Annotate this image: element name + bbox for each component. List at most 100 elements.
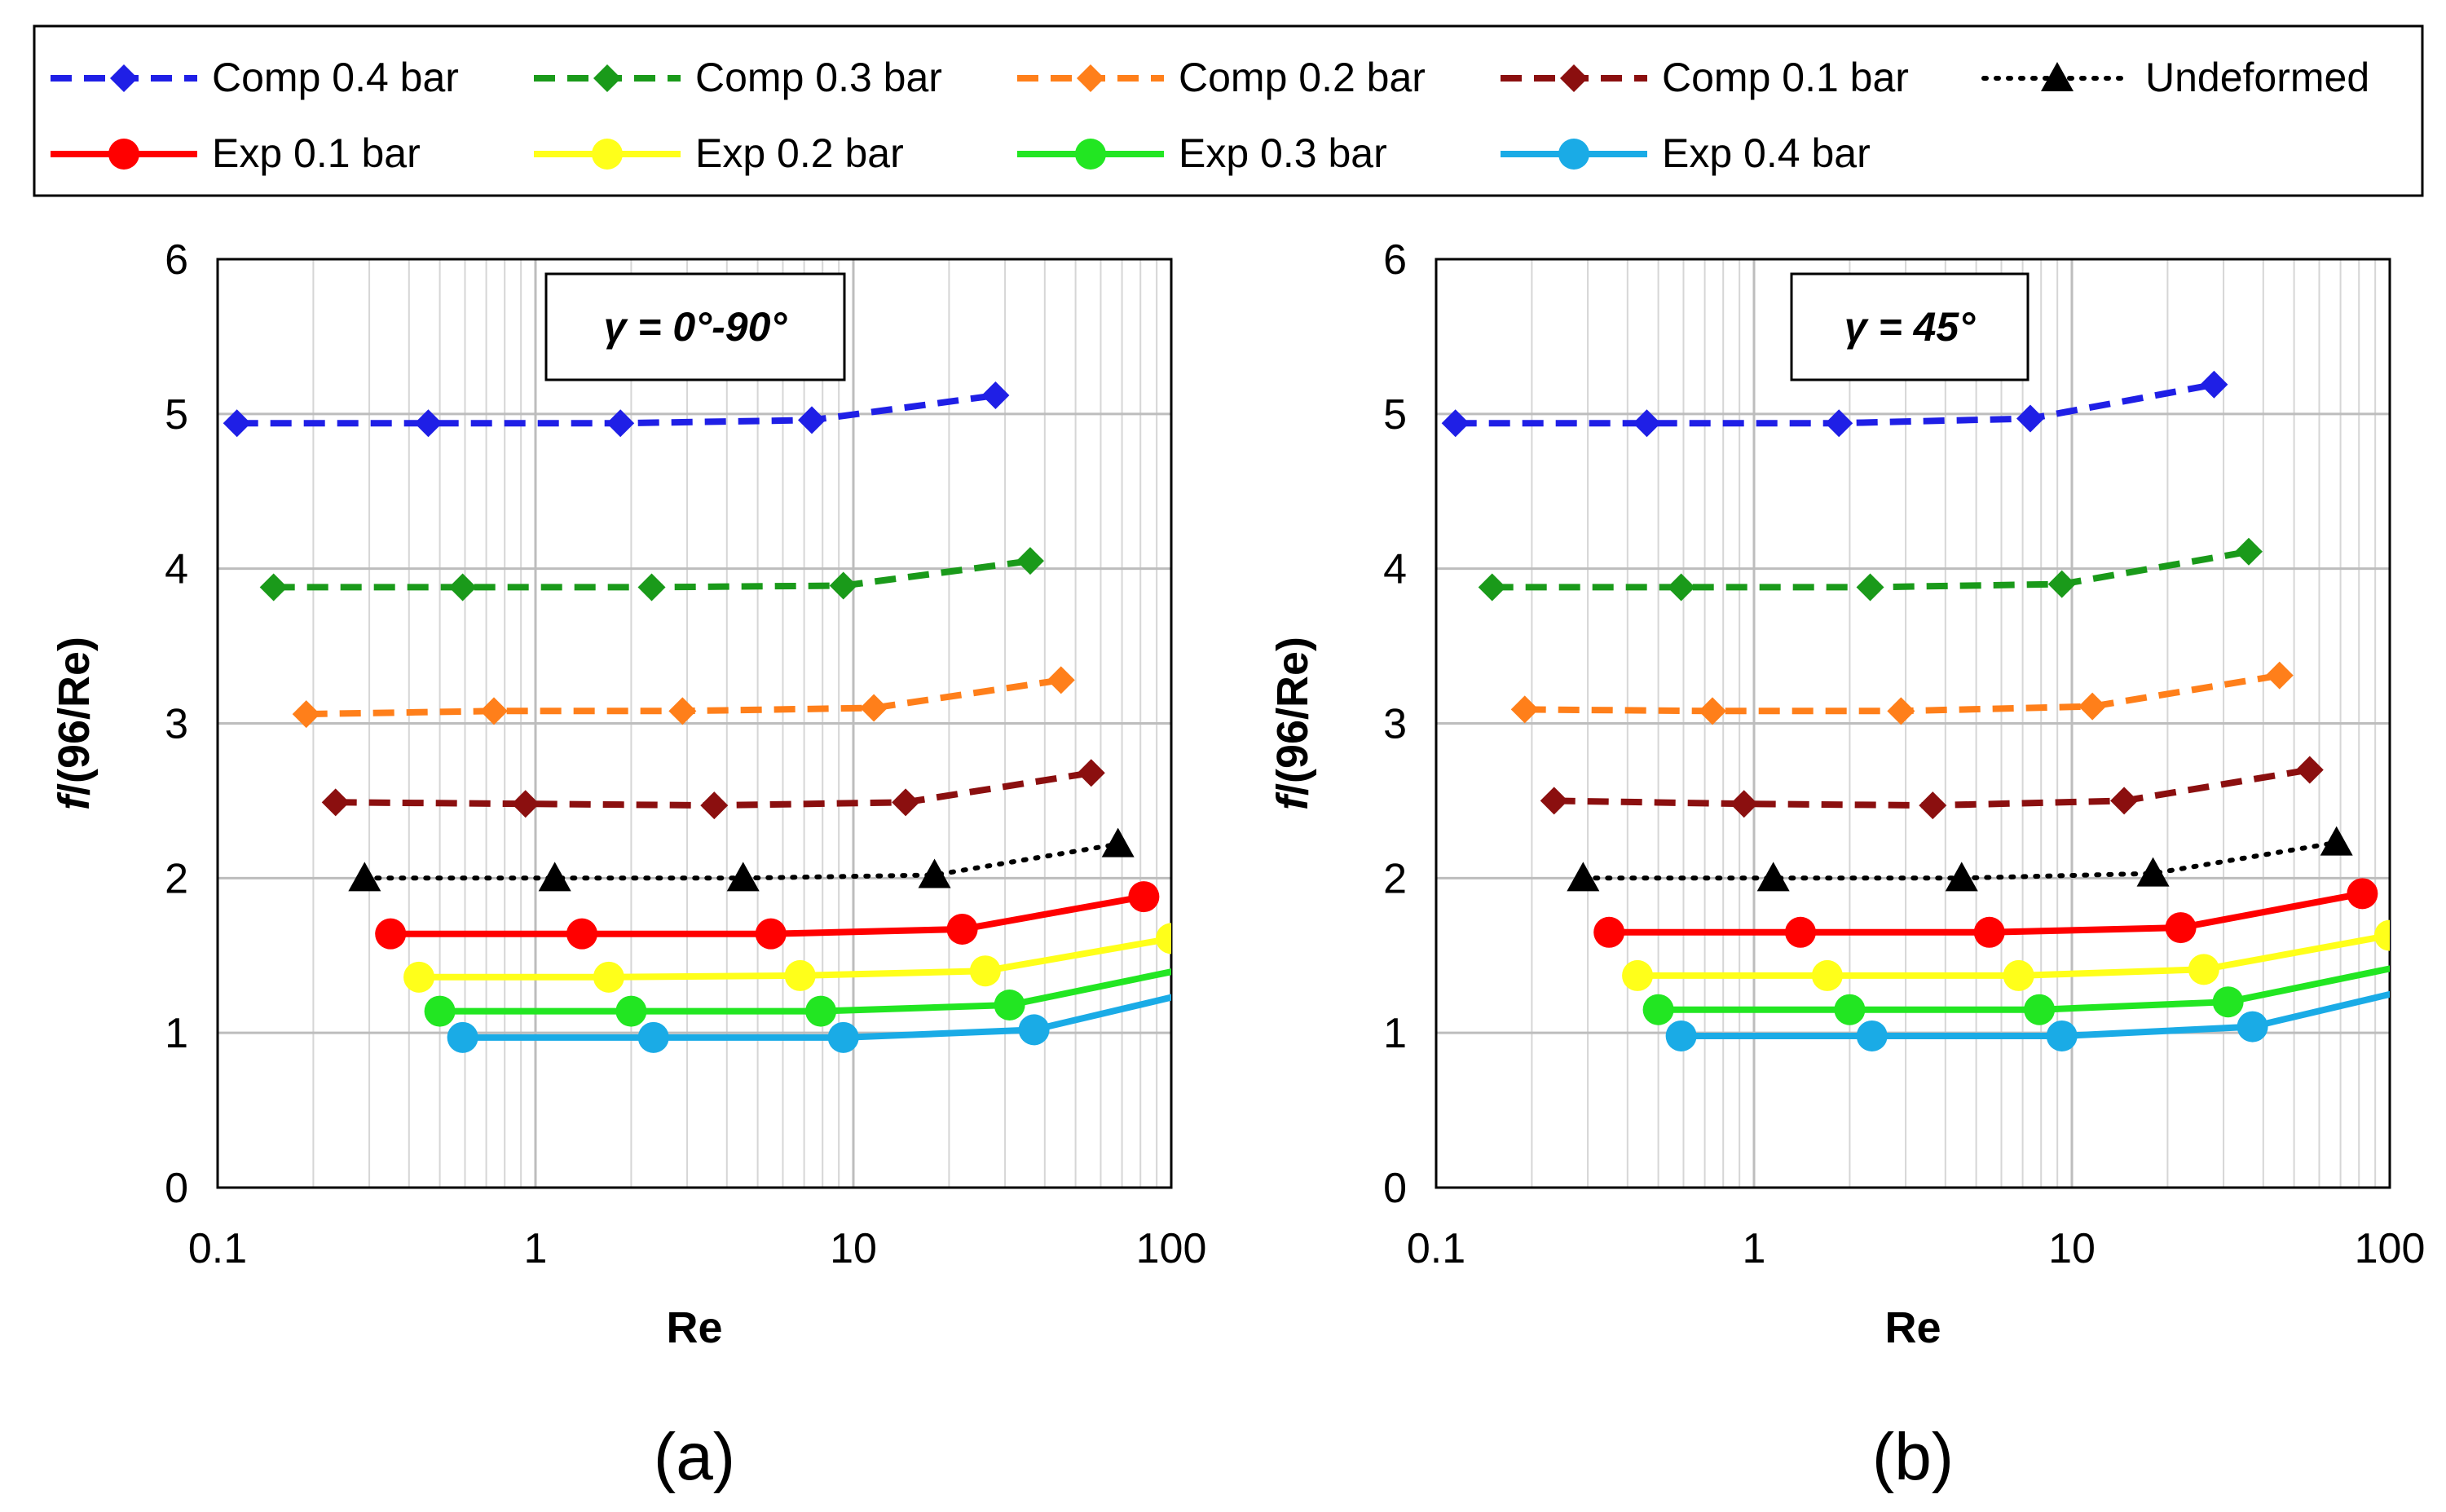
series-group [223,381,1171,1053]
data-point [668,697,697,725]
legend-entry-comp-0-2-bar: Comp 0.2 bar [1017,55,1426,100]
legend-box [33,24,2424,197]
data-point [424,995,456,1027]
x-tick-label: 0.1 [188,1225,247,1272]
plot-frame [1435,258,2391,1189]
data-point [1834,994,1866,1025]
y-tick-label: 3 [1383,701,1407,748]
y-tick-label: 2 [165,855,188,902]
data-point [1633,409,1661,438]
data-point [981,381,1010,410]
data-point [448,573,477,602]
data-point [2047,570,2076,598]
series-exp-0-1-bar [375,881,1160,950]
data-point [994,989,1025,1020]
data-point [969,955,1001,987]
legend-entry-exp-0-3-bar: Exp 0.3 bar [1017,130,1387,176]
annotation-text: γ = 0°-90° [604,304,788,350]
data-point [798,406,826,434]
plot-frame [216,258,1173,1189]
data-point [2016,404,2045,433]
series-comp-0-4-bar [223,381,1010,438]
chart-panel-1: 0 1 2 3 4 5 6 0.1 1 10 100 Re f/(96/Re) γ = 0°-90° (a) [50,236,1207,1494]
data-point [2265,661,2294,690]
x-tick-label: 100 [1136,1225,1207,1272]
data-point [2003,959,2034,991]
y-tick-label: 1 [165,1010,188,1057]
chart-panel-2: 0 1 2 3 4 5 6 0.1 1 10 100 Re f/(96/Re) γ = 45° (b) [1268,236,2425,1494]
data-point [403,961,435,993]
data-point [348,862,381,892]
data-point [1016,547,1044,575]
panel-label: (b) [1872,1420,1954,1494]
data-point [292,700,320,729]
data-point [637,1021,669,1053]
y-tick-label: 5 [1383,391,1407,439]
legend-label: Comp 0.1 bar [1662,55,1909,100]
data-point [538,862,571,892]
y-tick-label: 6 [1383,236,1407,284]
data-point [2200,370,2228,399]
data-point [2136,857,2170,887]
legend-swatch-marker [2041,62,2074,91]
series-comp-0-2-bar [1510,661,2294,725]
data-point [1540,787,1568,815]
data-point [2347,878,2378,910]
data-point [726,862,760,892]
legend-entry-exp-0-1-bar: Exp 0.1 bar [51,130,421,176]
data-point [1567,862,1600,892]
data-point [1825,409,1853,438]
x-tick-label: 1 [524,1225,548,1272]
y-tick-label: 0 [1383,1165,1407,1212]
data-point [1699,697,1727,725]
y-tick-label: 2 [1383,855,1407,902]
data-point [1622,959,1654,991]
data-point [1128,881,1160,913]
data-point [2295,756,2324,784]
data-point [1478,573,1506,602]
x-tick-label: 1 [1743,1225,1766,1272]
data-point [1856,573,1884,602]
data-point [755,918,787,950]
data-point [615,995,647,1027]
data-point [2320,826,2353,856]
data-point [1047,666,1075,694]
y-tick-label: 0 [165,1165,188,1212]
y-tick-label: 6 [165,236,188,284]
data-point [223,409,251,438]
legend-entry-exp-0-4-bar: Exp 0.4 bar [1501,130,1871,176]
x-tick-label: 10 [830,1225,877,1272]
legend-swatch-marker [110,64,138,92]
series-comp-0-2-bar [292,666,1075,729]
series-group [1441,370,2390,1051]
data-point [1811,959,1843,991]
data-point [321,788,350,817]
series-comp-0-3-bar [259,547,1044,602]
legend-label: Undeformed [2145,55,2369,100]
legend-swatch-marker [1558,139,1589,170]
data-point [1667,573,1695,602]
data-point [480,697,509,725]
legend-label: Exp 0.4 bar [1662,130,1871,176]
x-tick-label: 0.1 [1407,1225,1465,1272]
series-exp-0-3-bar [1642,965,2390,1025]
legend-entry-comp-0-3-bar: Comp 0.3 bar [534,55,942,100]
data-point [1887,697,1915,725]
data-point [259,573,288,602]
data-point [2165,912,2197,944]
data-point [511,790,540,818]
data-point [1156,923,1171,954]
legend-label: Comp 0.2 bar [1179,55,1426,100]
data-point [2046,1020,2078,1051]
data-point [1730,790,1758,818]
data-point [946,913,978,945]
panel-label: (a) [654,1420,735,1494]
series-undeformed [348,827,1135,892]
data-point [606,409,635,438]
series-exp-0-4-bar [447,994,1171,1053]
annotation-text: γ = 45° [1844,304,1976,350]
y-tick-label: 4 [1383,546,1407,593]
data-point [1593,916,1625,948]
series-undeformed [1567,826,2353,892]
